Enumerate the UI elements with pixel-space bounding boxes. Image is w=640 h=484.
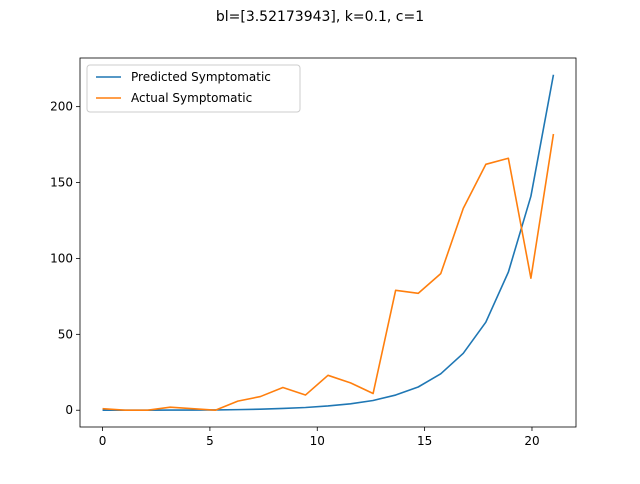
legend: Predicted Symptomatic Actual Symptomatic [86,64,301,113]
y-tick-label: 200 [50,100,73,114]
x-tick-label: 5 [206,434,214,448]
y-tick-label: 0 [65,403,73,417]
legend-entry-label: Actual Symptomatic [131,91,252,105]
x-tick-label: 10 [310,434,325,448]
y-tick-label: 100 [50,251,73,265]
y-tick-label: 150 [50,176,73,190]
x-tick-label: 0 [99,434,107,448]
x-tick-label: 15 [417,434,432,448]
chart-title: bl=[3.52173943], k=0.1, c=1 [216,9,424,25]
x-tick-label: 20 [524,434,539,448]
y-tick-label: 50 [58,327,73,341]
series-layer [102,74,555,412]
axes-frame [79,57,577,428]
series-line-actual-symptomatic [102,133,555,412]
plot-frame [79,57,577,428]
series-line-predicted-symptomatic [102,74,555,412]
legend-box [86,64,301,113]
legend-entry-label: Predicted Symptomatic [131,70,271,84]
